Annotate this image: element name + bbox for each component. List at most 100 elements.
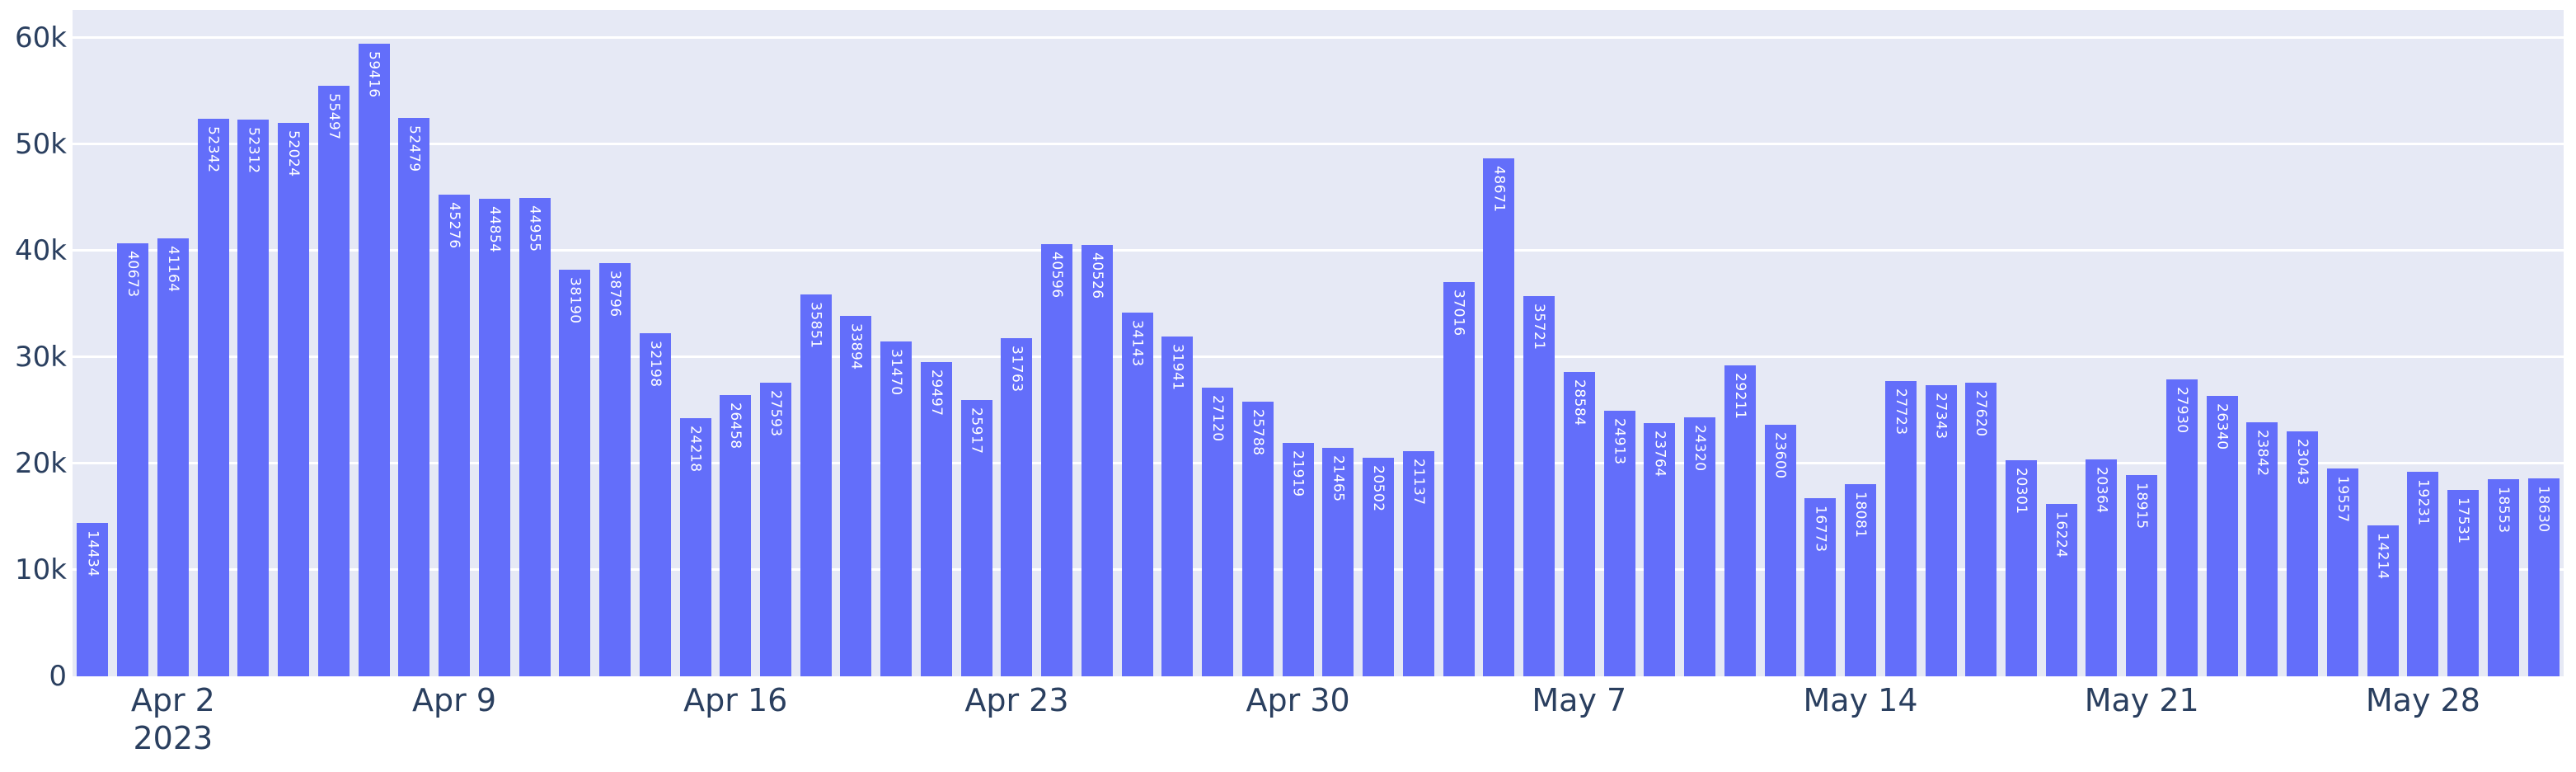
bar[interactable]: 32198 (639, 333, 671, 676)
bar[interactable]: 29211 (1724, 365, 1756, 676)
bar[interactable]: 21137 (1402, 451, 1434, 676)
bar-value-label: 35851 (807, 302, 824, 349)
bar[interactable]: 40526 (1081, 244, 1113, 676)
bar[interactable]: 23842 (2246, 422, 2278, 676)
bar[interactable]: 37016 (1443, 282, 1475, 676)
bar[interactable]: 41164 (157, 238, 189, 676)
bar[interactable]: 20364 (2086, 459, 2118, 676)
bar[interactable]: 28584 (1563, 372, 1595, 676)
bar[interactable]: 24913 (1603, 411, 1635, 676)
bar-value-label: 40673 (124, 251, 142, 298)
bar-value-label: 45276 (446, 201, 463, 249)
bar[interactable]: 20301 (2005, 459, 2037, 676)
bar[interactable]: 18081 (1845, 483, 1877, 676)
y-tick-label: 10k (15, 553, 67, 586)
bar[interactable]: 44854 (478, 199, 510, 676)
bar-value-label: 21465 (1330, 454, 1347, 502)
bar[interactable]: 20502 (1363, 458, 1395, 676)
bar-value-label: 14434 (84, 530, 101, 577)
bar[interactable]: 24320 (1684, 417, 1716, 676)
bar[interactable]: 31763 (1001, 338, 1033, 676)
bar[interactable]: 27343 (1925, 385, 1957, 676)
bar-value-label: 18915 (2133, 482, 2151, 530)
bar-value-label: 38190 (566, 277, 584, 324)
bar[interactable]: 18553 (2487, 478, 2519, 676)
bar[interactable]: 59416 (358, 44, 390, 676)
y-tick-label: 40k (15, 233, 67, 267)
bar-value-label: 23842 (2254, 430, 2271, 477)
bar[interactable]: 38796 (599, 263, 631, 676)
bar[interactable]: 45276 (439, 194, 471, 676)
bar-value-label: 55497 (325, 92, 342, 140)
x-tick-year: 2023 (133, 720, 213, 756)
x-tick-label: Apr 9 (412, 681, 496, 719)
bar-value-label: 40526 (1088, 252, 1105, 299)
bar[interactable]: 19231 (2407, 471, 2439, 676)
bar[interactable]: 31470 (880, 341, 913, 676)
bar[interactable]: 55497 (317, 85, 350, 676)
bar[interactable]: 25788 (1241, 402, 1274, 676)
bar-value-label: 29497 (927, 370, 945, 417)
bar[interactable]: 48671 (1483, 158, 1515, 676)
bar[interactable]: 18915 (2126, 474, 2158, 676)
bar[interactable]: 16773 (1804, 497, 1837, 676)
bar-value-label: 21919 (1289, 450, 1307, 497)
bar-value-label: 31470 (888, 348, 905, 396)
bar[interactable]: 27620 (1965, 382, 1997, 676)
bar[interactable]: 52342 (197, 119, 229, 676)
bar-value-label: 59416 (365, 51, 382, 98)
bar[interactable]: 18630 (2527, 478, 2560, 676)
bar[interactable]: 40596 (1041, 244, 1073, 676)
bar[interactable]: 27120 (1202, 387, 1234, 676)
bar[interactable]: 24218 (679, 418, 711, 676)
x-tick-date: May 28 (2365, 682, 2480, 718)
bar[interactable]: 21465 (1322, 447, 1354, 676)
bar[interactable]: 23764 (1644, 423, 1676, 676)
bar[interactable]: 26458 (720, 394, 752, 676)
bar[interactable]: 16224 (2045, 503, 2077, 676)
bar[interactable]: 19557 (2326, 468, 2358, 676)
bar[interactable]: 31941 (1161, 336, 1194, 676)
bar[interactable]: 38190 (559, 270, 591, 676)
bar[interactable]: 23043 (2287, 431, 2319, 676)
x-tick-date: May 14 (1803, 682, 1918, 718)
gridline (73, 568, 2564, 572)
bar[interactable]: 14434 (77, 522, 109, 676)
bar[interactable]: 35721 (1523, 295, 1555, 676)
bar-value-label: 52312 (245, 126, 262, 174)
bar[interactable]: 23600 (1764, 425, 1796, 676)
bar[interactable]: 52312 (237, 119, 270, 676)
bar[interactable]: 52024 (278, 122, 310, 676)
bar[interactable]: 27593 (759, 382, 791, 676)
bar-value-label: 16224 (2053, 511, 2070, 558)
bar[interactable]: 27723 (1884, 381, 1917, 676)
bar[interactable]: 35851 (800, 294, 832, 676)
x-tick-label: Apr 16 (683, 681, 787, 719)
x-tick-label: May 28 (2366, 681, 2480, 719)
bar[interactable]: 40673 (117, 243, 149, 676)
bar-value-label: 27620 (1973, 389, 1990, 437)
bar-value-label: 19231 (2414, 478, 2432, 526)
bar-value-label: 40596 (1049, 252, 1066, 299)
x-tick-label: May 7 (1532, 681, 1626, 719)
bar[interactable]: 27930 (2165, 379, 2198, 676)
bar[interactable]: 33894 (840, 315, 872, 676)
bar[interactable]: 25917 (960, 400, 992, 676)
gridline (73, 249, 2564, 252)
bar[interactable]: 17531 (2447, 489, 2480, 676)
bar-value-label: 33894 (847, 322, 865, 370)
y-tick-label: 0 (49, 660, 67, 693)
bar-value-label: 27930 (2173, 386, 2190, 434)
bar[interactable]: 44955 (518, 197, 551, 676)
bar[interactable]: 14214 (2367, 525, 2399, 676)
bar[interactable]: 34143 (1121, 313, 1153, 676)
bar-value-label: 31941 (1169, 343, 1186, 391)
bar[interactable]: 52479 (398, 117, 430, 676)
bar-value-label: 27593 (767, 389, 784, 437)
bar-value-label: 38796 (607, 271, 624, 318)
bar-value-label: 52479 (406, 125, 423, 172)
x-tick-label: May 14 (1804, 681, 1918, 719)
bar[interactable]: 26340 (2206, 396, 2238, 676)
bar[interactable]: 21919 (1282, 443, 1314, 676)
bar[interactable]: 29497 (920, 362, 952, 676)
